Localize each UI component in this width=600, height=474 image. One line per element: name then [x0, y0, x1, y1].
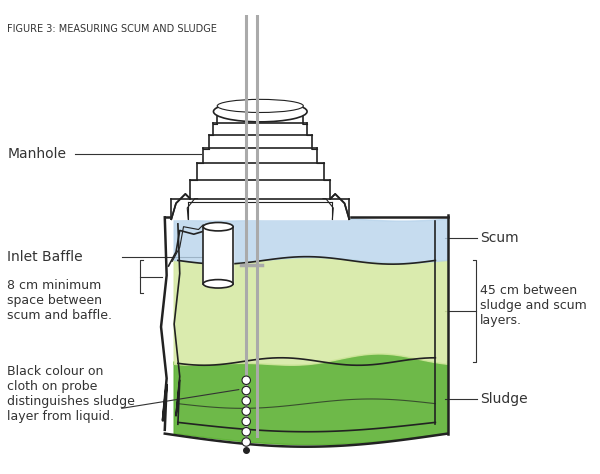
Text: Inlet Baffle: Inlet Baffle [7, 250, 83, 264]
Polygon shape [197, 163, 324, 180]
Polygon shape [203, 148, 317, 163]
Circle shape [242, 376, 250, 384]
Text: Sludge: Sludge [480, 392, 528, 406]
Text: 45 cm between
sludge and scum
layers.: 45 cm between sludge and scum layers. [480, 284, 587, 327]
Polygon shape [209, 135, 312, 149]
Polygon shape [174, 354, 448, 445]
Polygon shape [174, 218, 448, 263]
Text: FIGURE 3: MEASURING SCUM AND SLUDGE: FIGURE 3: MEASURING SCUM AND SLUDGE [7, 25, 217, 35]
Circle shape [242, 397, 250, 405]
Ellipse shape [203, 280, 233, 288]
Text: Black colour on
cloth on probe
distinguishes sludge
layer from liquid.: Black colour on cloth on probe distingui… [7, 365, 136, 423]
Polygon shape [203, 227, 233, 284]
Text: Scum: Scum [480, 231, 519, 245]
Text: Manhole: Manhole [7, 146, 67, 161]
Ellipse shape [217, 100, 304, 112]
Text: 8 cm minimum
space between
scum and baffle.: 8 cm minimum space between scum and baff… [7, 279, 112, 322]
Ellipse shape [203, 222, 233, 231]
Circle shape [242, 407, 250, 415]
Circle shape [242, 438, 250, 446]
Ellipse shape [214, 101, 307, 122]
Polygon shape [172, 199, 349, 219]
Circle shape [242, 428, 250, 436]
Polygon shape [174, 257, 448, 365]
Polygon shape [190, 180, 331, 199]
Circle shape [242, 386, 250, 395]
Polygon shape [214, 123, 307, 135]
Polygon shape [217, 111, 304, 124]
Circle shape [242, 417, 250, 426]
Polygon shape [172, 194, 349, 219]
